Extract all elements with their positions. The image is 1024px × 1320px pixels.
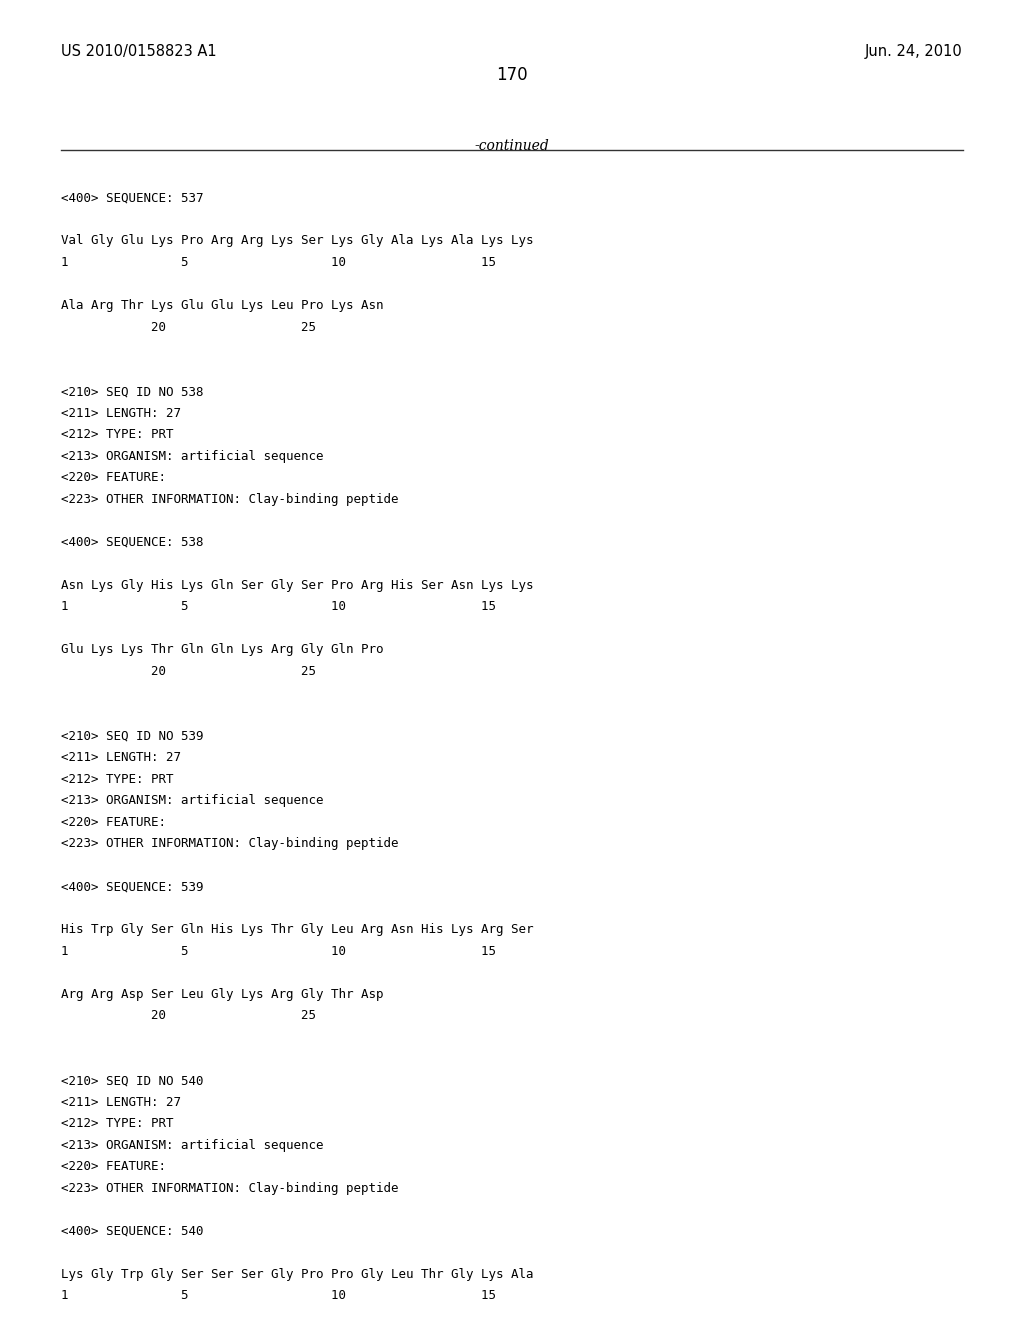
Text: Glu Lys Lys Thr Gln Gln Lys Arg Gly Gln Pro: Glu Lys Lys Thr Gln Gln Lys Arg Gly Gln … — [61, 643, 384, 656]
Text: 1               5                   10                  15: 1 5 10 15 — [61, 256, 497, 269]
Text: Asn Lys Gly His Lys Gln Ser Gly Ser Pro Arg His Ser Asn Lys Lys: Asn Lys Gly His Lys Gln Ser Gly Ser Pro … — [61, 579, 534, 591]
Text: Val Gly Glu Lys Pro Arg Arg Lys Ser Lys Gly Ala Lys Ala Lys Lys: Val Gly Glu Lys Pro Arg Arg Lys Ser Lys … — [61, 235, 534, 247]
Text: <212> TYPE: PRT: <212> TYPE: PRT — [61, 428, 174, 441]
Text: <220> FEATURE:: <220> FEATURE: — [61, 1160, 167, 1173]
Text: 1               5                   10                  15: 1 5 10 15 — [61, 945, 497, 958]
Text: <400> SEQUENCE: 540: <400> SEQUENCE: 540 — [61, 1225, 204, 1238]
Text: <210> SEQ ID NO 540: <210> SEQ ID NO 540 — [61, 1074, 204, 1088]
Text: Arg Arg Asp Ser Leu Gly Lys Arg Gly Thr Asp: Arg Arg Asp Ser Leu Gly Lys Arg Gly Thr … — [61, 987, 384, 1001]
Text: <213> ORGANISM: artificial sequence: <213> ORGANISM: artificial sequence — [61, 795, 324, 807]
Text: Lys Gly Trp Gly Ser Ser Ser Gly Pro Pro Gly Leu Thr Gly Lys Ala: Lys Gly Trp Gly Ser Ser Ser Gly Pro Pro … — [61, 1267, 534, 1280]
Text: 170: 170 — [497, 66, 527, 84]
Text: <213> ORGANISM: artificial sequence: <213> ORGANISM: artificial sequence — [61, 450, 324, 463]
Text: <223> OTHER INFORMATION: Clay-binding peptide: <223> OTHER INFORMATION: Clay-binding pe… — [61, 492, 399, 506]
Text: <210> SEQ ID NO 539: <210> SEQ ID NO 539 — [61, 730, 204, 743]
Text: His Trp Gly Ser Gln His Lys Thr Gly Leu Arg Asn His Lys Arg Ser: His Trp Gly Ser Gln His Lys Thr Gly Leu … — [61, 924, 534, 936]
Text: 20                  25: 20 25 — [61, 321, 316, 334]
Text: <211> LENGTH: 27: <211> LENGTH: 27 — [61, 751, 181, 764]
Text: <220> FEATURE:: <220> FEATURE: — [61, 816, 167, 829]
Text: Jun. 24, 2010: Jun. 24, 2010 — [865, 44, 963, 58]
Text: <213> ORGANISM: artificial sequence: <213> ORGANISM: artificial sequence — [61, 1139, 324, 1151]
Text: 20                  25: 20 25 — [61, 665, 316, 678]
Text: 1               5                   10                  15: 1 5 10 15 — [61, 601, 497, 614]
Text: <210> SEQ ID NO 538: <210> SEQ ID NO 538 — [61, 385, 204, 399]
Text: <400> SEQUENCE: 537: <400> SEQUENCE: 537 — [61, 191, 204, 205]
Text: <223> OTHER INFORMATION: Clay-binding peptide: <223> OTHER INFORMATION: Clay-binding pe… — [61, 837, 399, 850]
Text: Ala Arg Thr Lys Glu Glu Lys Leu Pro Lys Asn: Ala Arg Thr Lys Glu Glu Lys Leu Pro Lys … — [61, 300, 384, 312]
Text: 20                  25: 20 25 — [61, 1010, 316, 1023]
Text: -continued: -continued — [475, 139, 549, 153]
Text: <212> TYPE: PRT: <212> TYPE: PRT — [61, 1117, 174, 1130]
Text: <212> TYPE: PRT: <212> TYPE: PRT — [61, 772, 174, 785]
Text: 1               5                   10                  15: 1 5 10 15 — [61, 1290, 497, 1303]
Text: <400> SEQUENCE: 538: <400> SEQUENCE: 538 — [61, 536, 204, 549]
Text: US 2010/0158823 A1: US 2010/0158823 A1 — [61, 44, 217, 58]
Text: <223> OTHER INFORMATION: Clay-binding peptide: <223> OTHER INFORMATION: Clay-binding pe… — [61, 1181, 399, 1195]
Text: <211> LENGTH: 27: <211> LENGTH: 27 — [61, 407, 181, 420]
Text: <220> FEATURE:: <220> FEATURE: — [61, 471, 167, 484]
Text: <400> SEQUENCE: 539: <400> SEQUENCE: 539 — [61, 880, 204, 894]
Text: <211> LENGTH: 27: <211> LENGTH: 27 — [61, 1096, 181, 1109]
